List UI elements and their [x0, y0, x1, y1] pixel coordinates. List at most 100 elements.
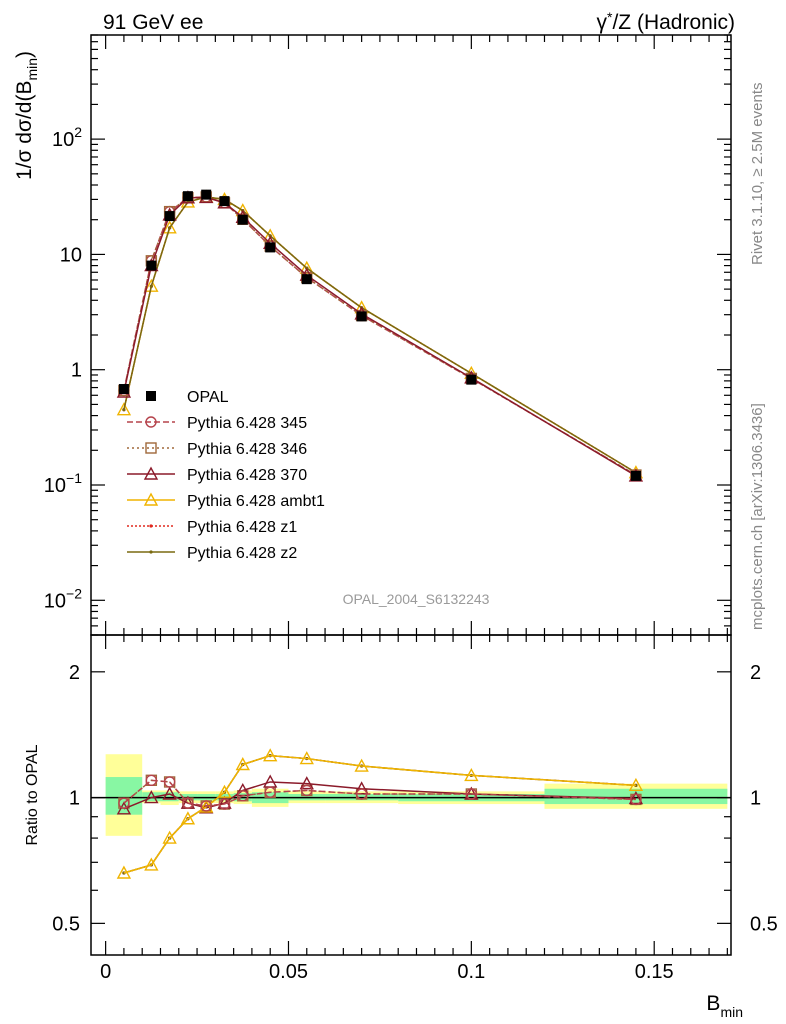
- point-pythia-6-428-345: [630, 793, 642, 806]
- point-pythia-6-428-345: [118, 797, 130, 809]
- point-pythia-6-428-ambt1: [354, 758, 369, 772]
- point-pythia-6-428-345: [465, 788, 478, 800]
- y-tick-label-right: 2: [750, 662, 761, 684]
- series-line-pythia-6-428-z1: [123, 754, 636, 874]
- uncertainty-band-inner: [142, 792, 161, 802]
- point-opal: [201, 189, 212, 200]
- y-tick-label: 10−2: [44, 585, 82, 612]
- point-opal: [182, 191, 193, 202]
- y-tick-label: 0.5: [52, 913, 80, 935]
- point-pythia-6-428-345: [237, 790, 249, 802]
- point-pythia-6-428-ambt1: [144, 278, 159, 292]
- legend-label-opal: OPAL: [187, 389, 229, 406]
- legend-marker-opal: [146, 391, 156, 401]
- x-axis-label: Bmin: [706, 992, 743, 1020]
- x-tick-label: 0.15: [635, 961, 674, 983]
- point-pythia-6-428-z2: [149, 284, 153, 288]
- point-pythia-6-428-ambt1: [464, 767, 479, 782]
- y-tick-label: 10−1: [44, 470, 82, 497]
- point-pythia-6-428-ambt1: [299, 751, 314, 765]
- legend-marker-pythia-6-428-345: [145, 416, 157, 428]
- legend-marker-pythia-6-428-z2: [149, 550, 153, 554]
- point-opal: [118, 384, 129, 395]
- point-pythia-6-428-370: [144, 790, 159, 804]
- legend-marker-pythia-6-428-ambt1: [143, 492, 159, 506]
- series-line-pythia-6-428-z2: [123, 754, 636, 874]
- point-pythia-6-428-ambt1: [144, 857, 159, 871]
- legend: OPAL Pythia 6.428 345 Pythia 6.428 346 Pyth…: [127, 389, 325, 562]
- header-left: 91 GeV ee: [103, 11, 203, 34]
- legend-label-pythia-6-428-370: Pythia 6.428 370: [187, 467, 307, 484]
- legend-label-pythia-6-428-345: Pythia 6.428 345: [187, 415, 307, 432]
- point-pythia-6-428-ambt1: [199, 799, 214, 813]
- x-tick-label: 0: [100, 961, 111, 983]
- point-pythia-6-428-ambt1: [162, 220, 177, 234]
- point-pythia-6-428-ambt1: [116, 865, 132, 879]
- series-line-pythia-6-428-z2: [123, 196, 637, 474]
- point-opal: [265, 242, 276, 253]
- point-pythia-6-428-ambt1: [180, 811, 196, 825]
- header-right: γ*/Z (Hadronic): [597, 9, 735, 34]
- legend-label-pythia-6-428-z1: Pythia 6.428 z1: [187, 519, 297, 536]
- analysis-watermark: OPAL_2004_S6132243: [343, 591, 490, 607]
- point-pythia-6-428-ambt1: [162, 830, 177, 844]
- y-tick-label: 1: [71, 360, 82, 382]
- main-plot-panel: 10−2 10−1 1 10 102 1/σ dσ/d(Bmin) OPAL_2004_…: [13, 34, 732, 636]
- point-pythia-6-428-z2: [168, 226, 172, 230]
- uncertainty-band-inner: [544, 788, 728, 805]
- point-pythia-6-428-370: [116, 801, 132, 815]
- point-pythia-6-428-ambt1: [235, 757, 250, 771]
- mcplots-credit-text: mcplots.cern.ch [arXiv:1306.3436]: [749, 403, 766, 630]
- x-tick-label: 0.1: [457, 961, 485, 983]
- legend-label-pythia-6-428-ambt1: Pythia 6.428 ambt1: [187, 493, 325, 510]
- legend-marker-pythia-6-428-370: [143, 466, 159, 480]
- point-pythia-6-428-345: [218, 798, 231, 810]
- point-pythia-6-428-345: [200, 800, 212, 812]
- point-opal: [630, 470, 641, 481]
- point-pythia-6-428-370: [354, 781, 369, 795]
- point-pythia-6-428-345: [264, 786, 276, 798]
- y-tick-label: 2: [69, 662, 80, 684]
- point-pythia-6-428-345: [145, 774, 158, 786]
- legend-marker-pythia-6-428-z1: [149, 524, 153, 528]
- ratio-plot-frame: [90, 634, 732, 956]
- main-y-axis-label: 1/σ dσ/d(Bmin): [13, 51, 40, 180]
- legend-label-pythia-6-428-346: Pythia 6.428 346: [187, 441, 307, 458]
- point-opal: [164, 211, 175, 222]
- y-tick-label: 1: [69, 788, 80, 810]
- point-pythia-6-428-ambt1: [263, 748, 278, 762]
- uncertainty-band-inner: [105, 777, 143, 815]
- point-pythia-6-428-345: [182, 797, 194, 809]
- rivet-version-text: Rivet 3.1.10, ≥ 2.5M events: [749, 83, 766, 266]
- point-pythia-6-428-345: [355, 788, 368, 800]
- point-pythia-6-428-345: [301, 784, 313, 797]
- point-pythia-6-428-370: [162, 786, 177, 800]
- point-pythia-6-428-ambt1: [217, 784, 232, 798]
- series-line-pythia-6-428-ambt1: [123, 754, 636, 874]
- y-tick-label: 102: [52, 124, 82, 151]
- ratio-plot-panel: 0.5 0.5 1 1 2 2 0 0.05 0.1 0.15 Ratio to OPAL Bm…: [24, 634, 778, 1020]
- series-line-pythia-6-428-370: [123, 196, 637, 477]
- legend-label-pythia-6-428-z2: Pythia 6.428 z2: [187, 545, 297, 562]
- y-tick-label: 10: [60, 244, 82, 266]
- point-pythia-6-428-370: [628, 791, 644, 805]
- point-pythia-6-428-345: [163, 776, 176, 788]
- series-line-pythia-6-428-345: [123, 196, 637, 476]
- uncertainty-band-inner: [160, 792, 179, 802]
- series-line-pythia-6-428-346: [123, 196, 637, 476]
- point-opal: [356, 311, 367, 322]
- point-pythia-6-428-z2: [122, 408, 126, 412]
- point-pythia-6-428-370: [299, 776, 314, 790]
- point-pythia-6-428-ambt1: [628, 777, 644, 792]
- point-opal: [301, 274, 312, 285]
- y-tick-label-right: 0.5: [750, 913, 778, 935]
- legend-marker-pythia-6-428-346: [145, 442, 157, 454]
- point-opal: [146, 260, 157, 271]
- series-line-pythia-6-428-345: [123, 779, 636, 807]
- point-opal: [466, 374, 477, 385]
- x-tick-label: 0.05: [269, 961, 308, 983]
- point-opal: [237, 214, 248, 225]
- y-tick-label-right: 1: [750, 788, 761, 810]
- point-opal: [219, 196, 230, 207]
